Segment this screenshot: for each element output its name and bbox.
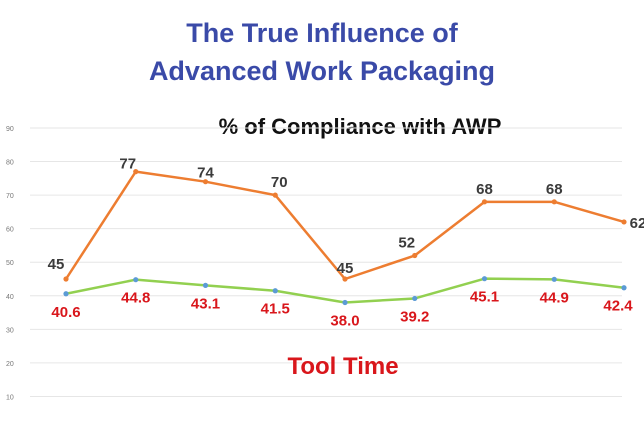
y-tick-label: 40 xyxy=(6,294,14,301)
series-2-data-label: 40.6 xyxy=(51,304,80,321)
series-2-point xyxy=(342,299,348,306)
y-tick-label: 20 xyxy=(6,361,14,368)
series-2-point xyxy=(272,288,278,294)
series-1-point xyxy=(272,192,278,198)
y-tick-label: 10 xyxy=(6,394,14,401)
series-1-point xyxy=(133,169,139,175)
data-labels: 45 77 74 70 45 52 68 68 62 40.6 44.8 43.1 41.5 38.0 39… xyxy=(48,156,644,330)
y-tick-label: 60 xyxy=(6,227,14,234)
series-2-point xyxy=(481,276,488,282)
series-2-point xyxy=(621,285,627,291)
series-2-data-label: 39.2 xyxy=(400,308,429,325)
series-2-point xyxy=(412,295,418,302)
series-2-data-label: 43.1 xyxy=(191,295,220,312)
series-1-point xyxy=(621,219,627,225)
series-1-point xyxy=(202,179,209,185)
series-2-point xyxy=(133,277,139,283)
series-1-data-label: 62 xyxy=(630,215,644,232)
page-title-line-2: Advanced Work Packaging xyxy=(149,56,495,86)
series-2-data-label: 41.5 xyxy=(261,301,290,318)
y-tick-label: 90 xyxy=(6,126,14,133)
series-1-data-label: 70 xyxy=(271,174,288,191)
series-1-point xyxy=(481,199,488,205)
series-1-data-label: 68 xyxy=(476,181,493,198)
y-tick-label: 30 xyxy=(6,327,14,334)
series-1-point xyxy=(342,276,348,282)
grid xyxy=(30,127,622,397)
series-2-data-label: 42.4 xyxy=(603,298,633,315)
series-2-point xyxy=(551,276,557,282)
series-group xyxy=(63,169,627,306)
series-2-data-label: 44.9 xyxy=(540,289,569,306)
chart-title: % of Compliance with AWP xyxy=(219,114,502,139)
series-2-point xyxy=(202,282,209,288)
y-tick-label: 50 xyxy=(6,260,14,267)
page-title-line-1: The True Influence of xyxy=(186,18,459,48)
series-1-data-label: 45 xyxy=(48,256,65,273)
y-axis-ticks: 0102030405060708090 xyxy=(6,126,14,401)
series-2-data-label: 45.1 xyxy=(470,289,499,306)
y-tick-label: 70 xyxy=(6,193,14,200)
series-2-data-label: 44.8 xyxy=(121,290,150,307)
series-1-data-label: 77 xyxy=(119,156,136,173)
series-2-point xyxy=(63,291,69,297)
series-1-point xyxy=(412,252,418,259)
series-2-data-label: 38.0 xyxy=(330,312,359,329)
y-tick-label: 80 xyxy=(6,160,14,167)
series-1-data-label: 52 xyxy=(398,235,415,252)
series-1-point xyxy=(63,276,69,282)
series-1-data-label: 74 xyxy=(197,165,214,182)
tool-time-annotation: Tool Time xyxy=(287,353,398,380)
series-1-data-label: 45 xyxy=(337,260,354,277)
series-1-point xyxy=(551,199,557,205)
series-1-data-label: 68 xyxy=(546,181,563,198)
